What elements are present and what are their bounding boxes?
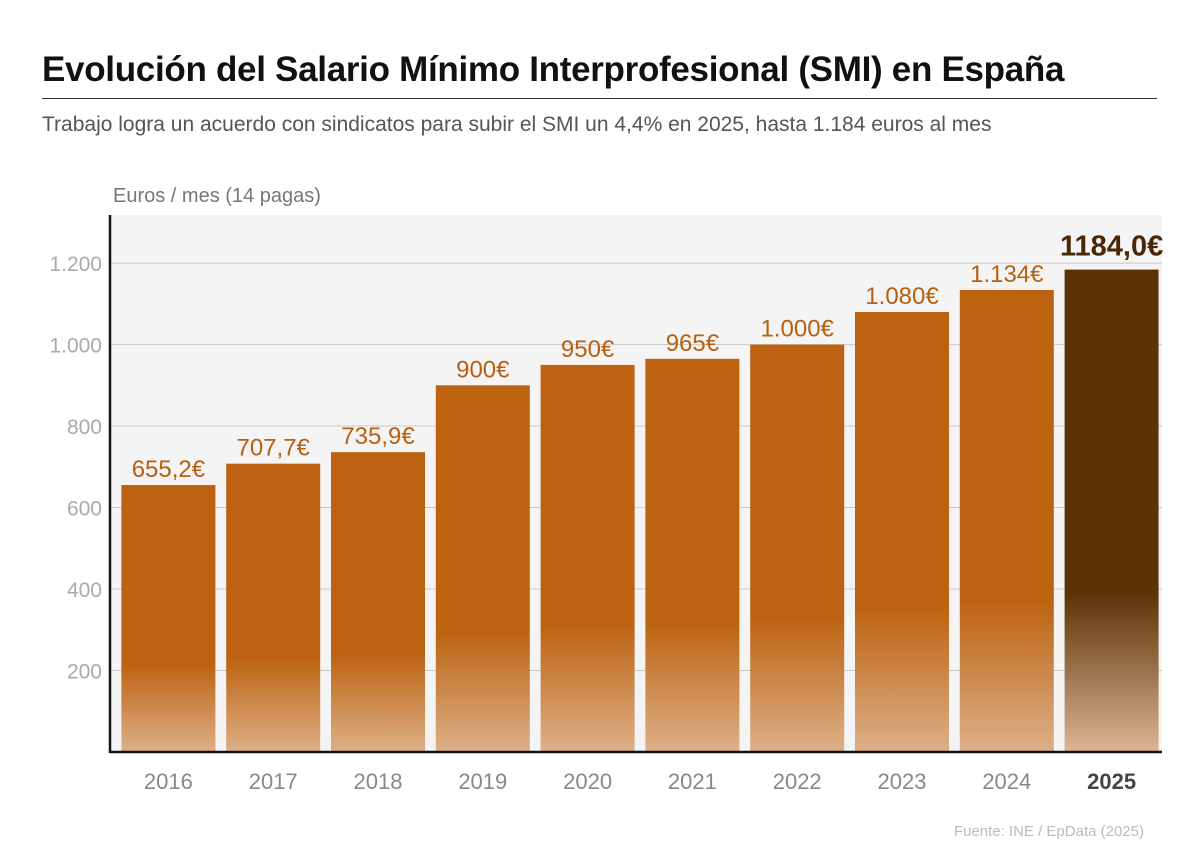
bar-2023: [855, 311, 949, 752]
chart-subtitle: Trabajo logra un acuerdo con sindicatos …: [42, 113, 992, 136]
bar-2022: [750, 344, 845, 752]
data-label: 965€: [666, 330, 720, 357]
title-divider: [42, 98, 1157, 99]
source-note: Fuente: INE / EpData (2025): [953, 823, 1144, 840]
data-label: 1184,0€: [1060, 231, 1163, 263]
bar-2024: [959, 289, 1054, 752]
data-label: 1.000€: [760, 316, 834, 343]
x-tick-label: 2016: [144, 769, 193, 794]
x-tick-label: 2020: [563, 769, 612, 794]
y-tick-label: 600: [67, 498, 102, 521]
bar-2025: [1064, 269, 1159, 752]
data-label: 1.080€: [865, 283, 939, 310]
y-axis-label: Euros / mes (14 pagas): [113, 185, 321, 207]
data-label: 1.134€: [970, 261, 1044, 288]
bar-2018: [331, 452, 425, 752]
x-tick-label: 2019: [458, 769, 507, 794]
y-tick-label: 800: [67, 416, 102, 439]
y-tick-label: 200: [67, 661, 102, 684]
data-label: 900€: [456, 356, 510, 383]
y-tick-label: 400: [67, 579, 102, 602]
x-tick-label: 2017: [249, 769, 298, 794]
x-tick-label: 2021: [668, 769, 717, 794]
x-tick-label: 2022: [773, 769, 822, 794]
data-label: 950€: [561, 336, 615, 363]
data-label: 707,7€: [236, 435, 310, 462]
x-tick-label: 2024: [982, 769, 1031, 794]
bar-2016: [121, 485, 216, 752]
data-label: 735,9€: [341, 423, 415, 450]
data-label: 655,2€: [132, 456, 206, 483]
x-tick-label: 2025: [1087, 769, 1136, 794]
bar-2021: [645, 358, 740, 752]
bar-2017: [226, 463, 321, 752]
y-tick-label: 1.200: [49, 253, 102, 276]
y-tick-label: 1.000: [49, 335, 102, 358]
bar-2020: [540, 364, 635, 752]
chart-title: Evolución del Salario Mínimo Interprofes…: [42, 50, 1065, 89]
bar-2019: [435, 385, 530, 752]
x-tick-label: 2023: [878, 769, 927, 794]
x-tick-label: 2018: [354, 769, 403, 794]
